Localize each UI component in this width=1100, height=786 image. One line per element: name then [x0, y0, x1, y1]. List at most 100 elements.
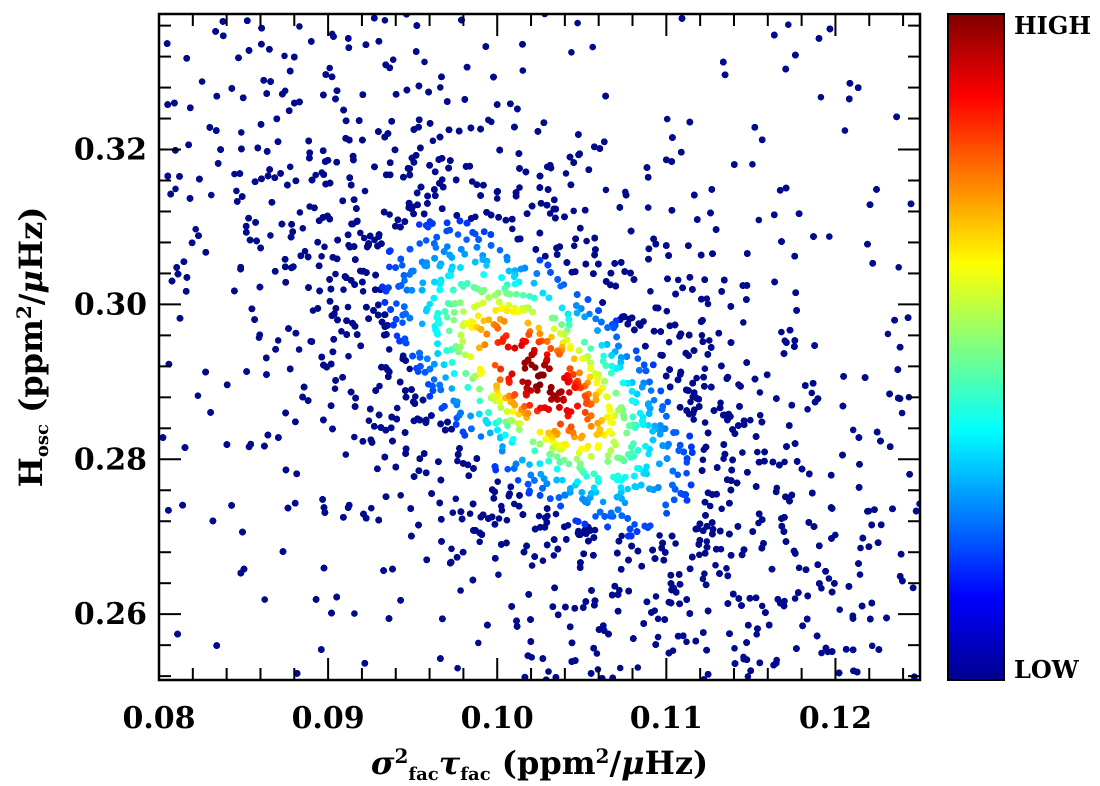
data-point [729, 426, 736, 433]
data-point [717, 527, 724, 535]
data-point [817, 93, 825, 101]
data-point [511, 123, 518, 131]
data-point [487, 211, 495, 219]
data-point [183, 55, 190, 62]
data-point [849, 426, 857, 434]
data-point [616, 664, 624, 672]
data-point [735, 422, 742, 429]
data-point [536, 172, 544, 180]
data-point [359, 91, 367, 98]
data-point [301, 247, 309, 255]
data-point [401, 429, 409, 436]
data-point [488, 118, 495, 126]
data-point [345, 35, 352, 42]
data-point [645, 255, 652, 263]
data-point [786, 497, 793, 505]
data-point [386, 159, 394, 166]
data-point [802, 566, 810, 573]
data-point [528, 202, 536, 210]
data-point [591, 251, 598, 259]
data-point [371, 163, 378, 171]
data-point [375, 411, 383, 419]
data-point [720, 455, 727, 463]
data-point [795, 210, 803, 217]
data-point [667, 571, 675, 579]
data-point [776, 187, 784, 194]
data-point [282, 279, 290, 286]
data-point [393, 404, 401, 412]
data-point [367, 405, 374, 413]
data-point [277, 170, 284, 177]
data-point [840, 373, 847, 380]
data-point [805, 519, 813, 526]
data-point [549, 603, 557, 610]
data-point [545, 668, 552, 675]
data-point [381, 17, 389, 24]
data-point [291, 499, 299, 507]
data-point [898, 409, 906, 417]
data-point [704, 671, 712, 678]
data-point [864, 240, 871, 248]
data-point [809, 489, 816, 497]
data-point [873, 186, 880, 193]
data-point [278, 220, 286, 228]
data-point [345, 501, 353, 509]
data-point [701, 550, 709, 557]
data-point [804, 406, 811, 413]
data-point [219, 18, 227, 25]
data-point [385, 615, 393, 622]
data-point [420, 450, 428, 457]
data-point [765, 621, 773, 629]
data-point [179, 501, 186, 509]
data-point [248, 305, 256, 313]
data-point [744, 469, 751, 476]
data-point [173, 264, 180, 271]
data-point [319, 496, 326, 503]
data-point [877, 437, 884, 445]
data-point [329, 425, 336, 433]
data-point [771, 31, 778, 39]
data-point [791, 440, 799, 447]
data-point [697, 251, 705, 259]
data-point [503, 516, 511, 524]
data-point [572, 657, 579, 664]
data-point [778, 515, 785, 522]
data-point [602, 186, 610, 194]
data-point [687, 398, 694, 406]
data-point [733, 479, 741, 487]
data-point [657, 328, 664, 335]
data-point [213, 127, 220, 134]
data-point [266, 166, 273, 173]
data-point [590, 644, 597, 652]
data-point [769, 458, 777, 466]
data-point [849, 646, 857, 654]
data-point [588, 587, 595, 594]
data-point [825, 575, 833, 582]
data-point [792, 51, 799, 59]
data-point [176, 315, 184, 322]
data-point [519, 511, 527, 518]
data-point [868, 521, 875, 529]
data-point [375, 38, 383, 45]
data-point [477, 192, 484, 199]
data-point [591, 234, 598, 242]
data-point [519, 67, 527, 74]
data-point [391, 146, 399, 154]
data-point [480, 181, 487, 189]
data-point [353, 205, 360, 212]
data-point [415, 521, 422, 529]
data-point [421, 58, 428, 66]
data-point [627, 269, 634, 277]
data-point [703, 295, 711, 303]
data-point [703, 543, 711, 551]
data-point [818, 649, 825, 657]
data-point [467, 124, 475, 132]
data-point [554, 545, 562, 553]
data-point [700, 629, 707, 636]
data-point [333, 158, 341, 166]
data-point [552, 214, 559, 222]
data-point [240, 565, 248, 573]
data-point [743, 296, 750, 303]
data-point [470, 465, 477, 472]
data-point [595, 626, 603, 633]
